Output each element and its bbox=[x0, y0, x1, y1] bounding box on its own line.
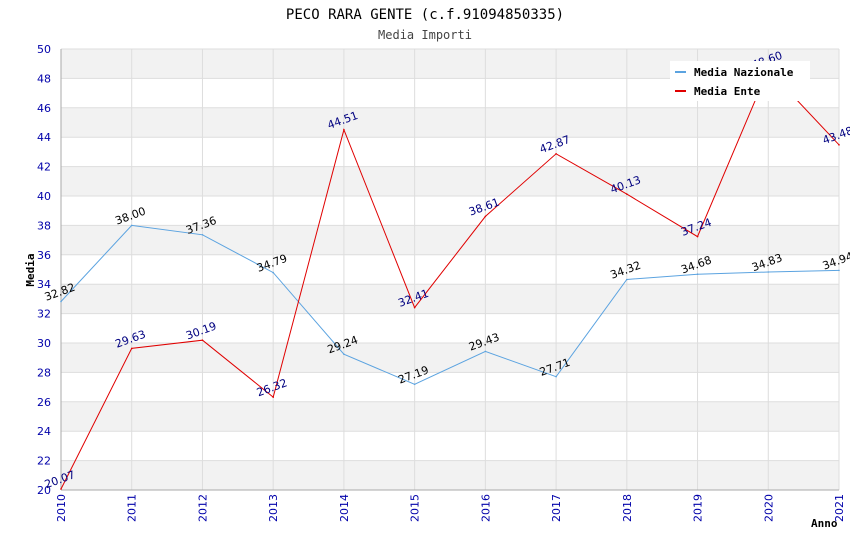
data-label: 38.00 bbox=[114, 205, 148, 228]
data-point bbox=[626, 278, 628, 281]
y-tick-label: 36 bbox=[37, 249, 51, 262]
data-point bbox=[413, 306, 416, 309]
y-tick-label: 26 bbox=[37, 396, 51, 409]
grid-band bbox=[61, 107, 839, 138]
y-tick-label: 38 bbox=[37, 219, 51, 232]
data-point bbox=[201, 234, 204, 236]
grid-band bbox=[61, 166, 839, 196]
data-point bbox=[343, 128, 345, 131]
y-tick-label: 50 bbox=[37, 43, 51, 56]
axes bbox=[60, 49, 839, 491]
grid-band bbox=[61, 401, 839, 432]
y-tick-label: 22 bbox=[37, 455, 51, 468]
legend-label: Media Ente bbox=[694, 85, 761, 98]
x-tick-label: 2010 bbox=[55, 494, 68, 522]
x-tick-label: 2019 bbox=[692, 494, 705, 522]
x-tick-label: 2021 bbox=[833, 494, 846, 522]
data-label: 38.61 bbox=[467, 196, 501, 219]
grid-band bbox=[61, 284, 839, 314]
y-tick-label: 48 bbox=[37, 72, 51, 85]
x-tick-label: 2017 bbox=[550, 494, 563, 522]
x-tick-label: 2016 bbox=[479, 494, 492, 522]
series-line bbox=[60, 68, 840, 490]
y-tick-label: 44 bbox=[37, 131, 51, 144]
data-point bbox=[201, 339, 204, 342]
x-tick-label: 2013 bbox=[267, 494, 280, 522]
data-point bbox=[272, 271, 274, 274]
grid-bands bbox=[61, 49, 839, 490]
series-lines bbox=[60, 68, 840, 490]
legend-box bbox=[670, 61, 810, 101]
series-line bbox=[60, 224, 840, 385]
y-tick-label: 40 bbox=[37, 190, 51, 203]
data-label: 30.19 bbox=[184, 319, 218, 342]
data-point bbox=[696, 273, 699, 276]
data-label: 34.68 bbox=[679, 253, 713, 276]
data-point bbox=[60, 300, 62, 303]
y-tick-label: 32 bbox=[37, 308, 51, 321]
grid-band bbox=[61, 460, 839, 490]
y-tick-label: 34 bbox=[37, 278, 51, 291]
data-point bbox=[130, 347, 133, 350]
data-point bbox=[696, 235, 699, 238]
x-tick-label: 2011 bbox=[126, 494, 139, 522]
x-tick-label: 2015 bbox=[409, 494, 422, 522]
data-point bbox=[838, 144, 840, 146]
legend: Media Nazionale Media Ente bbox=[670, 61, 810, 101]
y-tick-label: 24 bbox=[37, 425, 51, 438]
data-point bbox=[60, 488, 62, 490]
data-point bbox=[343, 353, 345, 355]
x-axis-label: Anno bbox=[811, 517, 838, 530]
chart-title: PECO RARA GENTE (c.f.91094850335) bbox=[286, 7, 564, 23]
data-point bbox=[484, 215, 487, 218]
y-tick-label: 46 bbox=[37, 102, 51, 115]
data-point bbox=[555, 153, 557, 155]
data-point bbox=[484, 350, 487, 353]
y-tick-label: 30 bbox=[37, 337, 51, 350]
grid-band bbox=[61, 225, 839, 255]
data-point bbox=[272, 396, 274, 398]
data-point bbox=[555, 375, 557, 378]
y-tick-label: 20 bbox=[37, 484, 51, 497]
legend-label: Media Nazionale bbox=[694, 66, 794, 79]
y-tick-label: 28 bbox=[37, 366, 51, 379]
x-tick-labels: 2010 2011 2012 2013 2014 2015 2016 2017 2018 2019… bbox=[55, 494, 846, 522]
chart-subtitle: Media Importi bbox=[378, 28, 472, 42]
data-point bbox=[838, 269, 840, 272]
y-tick-label: 42 bbox=[37, 161, 51, 174]
x-tick-label: 2020 bbox=[762, 494, 775, 522]
y-tick-labels: 20 22 24 26 28 30 32 34 36 38 40 42 44 46 48 50 bbox=[37, 43, 51, 497]
data-point bbox=[626, 193, 628, 195]
data-point bbox=[130, 224, 133, 227]
x-tick-label: 2012 bbox=[196, 494, 209, 522]
x-tick-label: 2018 bbox=[621, 494, 634, 522]
data-point bbox=[767, 271, 770, 273]
data-point bbox=[413, 383, 416, 386]
x-tick-label: 2014 bbox=[338, 494, 351, 522]
y-axis-label: Media bbox=[24, 253, 37, 286]
